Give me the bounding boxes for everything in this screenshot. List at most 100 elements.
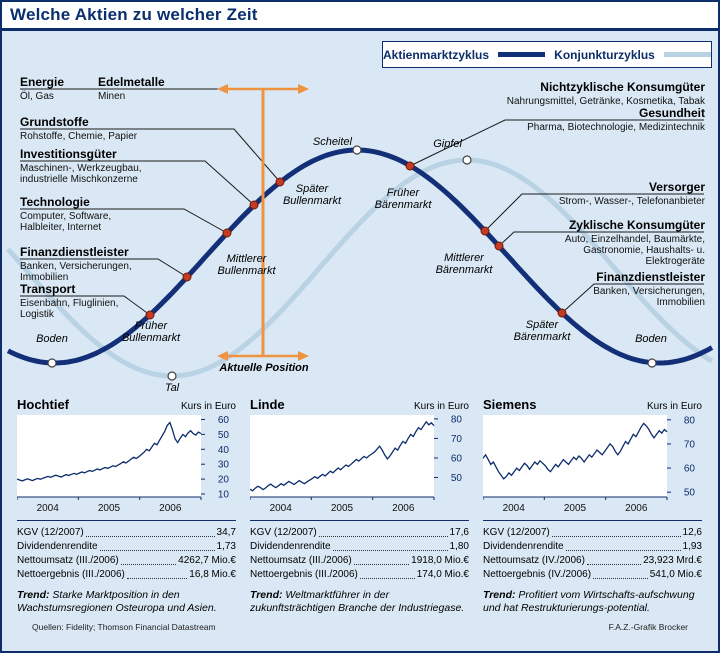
stat-row: KGV (12/2007) 12,6 [483,526,702,540]
y-tick-label: 40 [218,445,230,456]
sector-markers [145,161,567,320]
sector-label-finanzdienstleister-links: Finanzdienstleister Banken, Versicherung… [20,246,145,284]
stat-row: Nettoumsatz (III./2006) 1918,0 Mio.€ [250,554,469,568]
sector-label-grundstoffe: Grundstoffe Rohstoffe, Chemie, Papier [20,116,190,143]
phase-boden-rechts: Boden [635,333,667,345]
connector-transport [20,295,151,316]
price-axis-label: Kurs in Euro [180,401,236,412]
stat-label: Nettoumsatz (III./2006) [250,555,352,566]
sector-name: Finanzdienstleister [596,270,705,284]
sector-name: Nichtzyklische Konsumgüter [540,80,705,94]
x-tick-label: 2004 [37,503,60,514]
y-tick-label: 70 [451,434,463,445]
market-cycle-diagram: Aktienmarktzyklus Konjunkturzyklus Energ… [2,31,718,394]
price-axis-label: Kurs in Euro [413,401,469,412]
marker-zyklische [494,241,504,251]
trend-text: Weltmarktführer in der zukunftsträchtige… [250,589,465,614]
sector-sub: Strom-, Wasser-, Telefonanbieter [558,196,705,207]
y-tick-label: 50 [684,488,696,499]
phase-spaeter-bullenmarkt: Später Bullenmarkt [282,183,342,207]
x-tick-label: 2006 [159,503,182,514]
trend-note: Trend: Weltmarktführer in der zukunftstr… [250,589,469,614]
marker-transport [145,310,155,320]
y-tick-label: 60 [451,453,463,464]
marker-versorger [480,226,490,236]
current-position-marker [217,84,309,361]
connector-finanzdienstleister-links [20,258,188,278]
sector-sub: Nahrungsmittel, Getränke, Kosmetika, Tab… [506,96,705,107]
dot-leader [593,578,648,579]
trend-text: Profitiert vom Wirtschafts-aufschwung un… [483,589,695,614]
y-tick-label: 80 [451,415,463,425]
stat-label: Dividendenrendite [483,541,564,552]
stat-label: Dividendenrendite [17,541,98,552]
trend-label: Trend: [250,589,283,601]
sector-sub: Öl, Gas [20,91,54,102]
y-tick-label: 50 [218,430,230,441]
legend-business-cycle-swatch [663,52,711,57]
price-series [17,421,202,482]
card-header: Hochtief Kurs in Euro [17,397,236,412]
stat-value: 17,6 [449,527,469,538]
stat-label: Nettoergebnis (III./2006) [250,569,358,580]
marker-boden-links [47,358,57,368]
sector-sub: Maschinen-, Werkzeugbau, industrielle Mi… [20,163,142,185]
dot-leader [85,536,215,537]
stock-price-chart: 60 50 40 30 20 10 2004 2005 2006 [17,415,230,514]
footer: Quellen: Fidelity; Thomson Financial Dat… [17,614,703,632]
price-series [250,420,435,492]
sector-name: Gesundheit [638,106,705,120]
sector-sub: Banken, Versicherungen, Immobilien [593,286,705,308]
company-card-siemens: Siemens Kurs in Euro 80 70 60 50 2004 2005 200… [483,397,702,614]
connector-grundstoffe [20,128,281,183]
dot-leader [586,564,642,565]
sector-sub: Rohstoffe, Chemie, Papier [20,131,138,142]
stat-value: 23,923 Mrd.€ [643,555,702,566]
trend-label: Trend: [483,589,516,601]
dot-leader [359,578,415,579]
phase-frueher-baerenmarkt: Früher Bärenmarkt [374,187,432,211]
sector-label-nichtzyklische-konsumgueter: Nichtzyklische Konsumgüter Nahrungsmitte… [465,80,705,108]
credit-note: F.A.Z.-Grafik Brocker [608,622,688,632]
stat-label: KGV (12/2007) [250,527,317,538]
stat-label: KGV (12/2007) [17,527,84,538]
y-tick-label: 80 [684,415,696,426]
sector-sub: Eisenbahn, Fluglinien, Logistik [20,298,119,320]
stat-label: Nettoumsatz (III./2006) [17,555,119,566]
legend: Aktienmarktzyklus Konjunkturzyklus [382,41,712,68]
phase-mittlerer-baerenmarkt: Mittlerer Bärenmarkt [435,252,493,276]
sector-name: Zyklische Konsumgüter [568,218,705,232]
phase-tal: Tal [164,382,180,394]
marker-grundstoffe [275,177,285,187]
phase-spaeter-baerenmarkt: Später Bärenmarkt [513,319,571,343]
phase-mittlerer-bullenmarkt: Mittlerer Bullenmarkt [217,253,276,277]
company-stats: KGV (12/2007) 12,6 Dividendenrendite 1,93 … [483,520,702,582]
x-tick-label: 2004 [503,503,526,514]
sector-label-gesundheit: Gesundheit Pharma, Biotechnologie, Mediz… [465,106,705,134]
stat-row: KGV (12/2007) 17,6 [250,526,469,540]
connector-zyklische [499,231,704,246]
marker-nichtzyklische [405,161,415,171]
cycle-diagram-canvas [6,84,714,381]
company-name: Hochtief [17,397,69,412]
stat-value: 1,73 [216,541,236,552]
sector-name: Technologie [20,195,90,209]
sector-sub: Banken, Versicherungen, Immobilien [20,261,132,283]
connector-versorger [485,193,704,231]
stat-row: Nettoumsatz (IV./2006) 23,923 Mrd.€ [483,554,702,568]
dot-leader [565,550,681,551]
connector-nichtzyklische-gesundheit [411,119,704,166]
price-axis-label: Kurs in Euro [646,401,702,412]
plot-area [17,415,201,497]
dot-leader [99,550,215,551]
connector-investitionsgueter [20,160,255,206]
marker-tal [167,371,177,381]
stat-value: 1,93 [682,541,702,552]
sector-label-transport: Transport Eisenbahn, Fluglinien, Logisti… [20,283,132,321]
x-tick-label: 2005 [331,503,354,514]
top-arrow-left-head [217,84,228,94]
phase-gipfel: Gipfel [433,138,462,150]
marker-finanzdienstleister-rechts [557,308,567,318]
marker-gipfel [462,155,472,165]
current-position-label: Aktuelle Position [219,362,309,374]
